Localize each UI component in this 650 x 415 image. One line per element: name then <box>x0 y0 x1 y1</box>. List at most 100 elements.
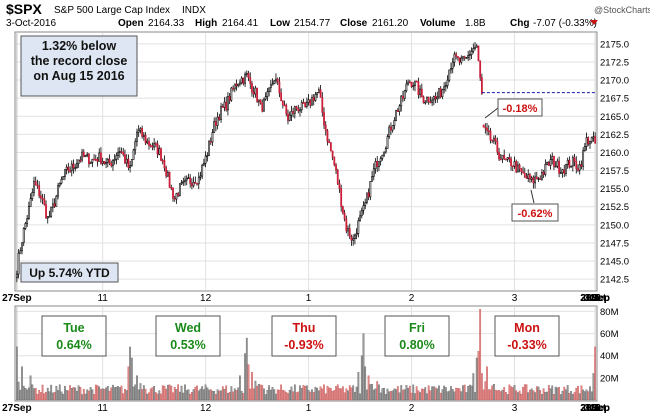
candle-down <box>455 53 458 57</box>
volume-bar <box>283 390 286 401</box>
volume-bar <box>412 384 415 401</box>
candle-down <box>172 187 174 199</box>
candle-up <box>271 83 274 86</box>
candlestick-series <box>15 42 597 283</box>
price-tick-label: 2162.5 <box>600 130 629 141</box>
candle-up <box>403 90 406 99</box>
candle-up <box>551 155 554 160</box>
volume-bar <box>539 390 542 401</box>
candle-down <box>154 143 157 145</box>
candle-up <box>117 151 120 156</box>
volume-bar <box>400 385 403 401</box>
volume-bar <box>505 392 507 401</box>
candle-up <box>317 89 320 93</box>
candle-down <box>410 81 413 87</box>
candle-up <box>472 48 475 52</box>
candle-down <box>491 139 494 142</box>
x-tick-label: 2 <box>409 293 415 304</box>
candle-up <box>453 53 456 63</box>
candle-up <box>192 181 195 187</box>
day-box-tue: Tue 0.64% <box>41 315 107 357</box>
candle-down <box>34 181 37 186</box>
volume-bar <box>398 392 401 401</box>
volume-bar <box>189 393 192 401</box>
volume-tick-label: 40M <box>600 351 619 362</box>
candle-down <box>482 124 485 128</box>
volume-bar <box>110 387 113 401</box>
volume-bar <box>525 384 528 401</box>
day-box-label: Thu <box>293 321 316 335</box>
drop1-callout: -0.18% <box>484 98 543 119</box>
candle-down <box>456 55 459 58</box>
candle-up <box>55 195 58 207</box>
candle-down <box>522 171 524 174</box>
candle-up <box>431 99 434 103</box>
candle-up <box>556 160 559 167</box>
candle-up <box>134 141 137 151</box>
volume-bar <box>129 346 131 401</box>
x-tick-label: 29Sep <box>580 293 609 304</box>
x-tick-label: 2 <box>592 403 598 414</box>
volume-bar <box>228 391 231 401</box>
x-tick-label: 3 <box>592 403 598 414</box>
volume-bar <box>271 387 274 401</box>
candle-up <box>239 82 241 85</box>
candle-up <box>590 137 593 142</box>
candle-up <box>275 78 277 82</box>
volume-bar <box>48 391 51 401</box>
volume-bar <box>355 386 358 401</box>
volume-bar <box>364 366 367 401</box>
volume-bar <box>511 387 514 401</box>
candle-down <box>103 161 106 165</box>
x-tick-label: 3 <box>592 293 598 304</box>
volume-bar <box>434 387 437 401</box>
x-axis-price: 27Sep 11 12 1 2 3 28Sep111212329Sep111212330Se… <box>2 293 610 304</box>
volume-bar <box>463 384 466 401</box>
candle-down <box>329 142 332 152</box>
candle-up <box>355 233 358 236</box>
candle-up <box>347 228 349 232</box>
volume-bar <box>227 393 229 401</box>
candle-down <box>575 161 578 169</box>
volume-bar <box>165 388 168 401</box>
volume-bar <box>314 386 317 401</box>
candle-up <box>513 161 516 167</box>
down-arrow-icon <box>590 20 598 25</box>
volume-bar <box>410 392 413 401</box>
candle-up <box>208 141 210 156</box>
candle-up <box>307 99 310 103</box>
x-tick-label: 2 <box>592 293 598 304</box>
volume-bar <box>196 385 198 401</box>
volume-bar <box>319 386 322 401</box>
candle-up <box>132 149 135 160</box>
volume-bar <box>57 390 59 401</box>
volume-bar <box>379 392 382 401</box>
candle-up <box>213 121 216 133</box>
candle-down <box>515 161 518 173</box>
volume-bar <box>201 386 204 401</box>
volume-bar <box>316 387 319 401</box>
candle-up <box>293 106 296 114</box>
volume-bar <box>307 390 310 401</box>
candle-up <box>405 83 408 92</box>
candle-down <box>149 145 152 147</box>
volume-bar <box>376 381 379 401</box>
candle-down <box>348 228 351 237</box>
candle-up <box>106 158 109 163</box>
volume-bar <box>206 387 209 401</box>
candle-down <box>335 164 337 171</box>
price-tick-label: 2142.5 <box>600 275 629 286</box>
volume-bar <box>292 391 295 401</box>
volume-bar <box>475 357 478 401</box>
candle-up <box>113 158 116 161</box>
candle-up <box>29 198 32 207</box>
volume-bar <box>360 355 363 401</box>
price-tick-label: 2157.5 <box>600 166 629 177</box>
candle-down <box>94 158 97 161</box>
volume-bar <box>559 394 562 401</box>
candle-up <box>352 238 355 241</box>
volume-bar <box>139 383 142 401</box>
candle-up <box>64 169 66 177</box>
candle-down <box>304 102 307 107</box>
candle-down <box>161 160 164 162</box>
